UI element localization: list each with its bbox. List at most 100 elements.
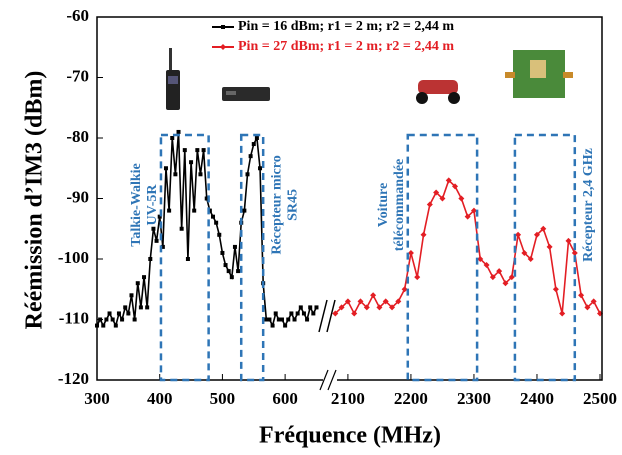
marker — [515, 231, 522, 238]
marker — [132, 317, 137, 322]
marker — [357, 298, 364, 305]
marker — [204, 196, 209, 201]
y-tick-label: -90 — [66, 187, 89, 206]
y-tick-label: -120 — [58, 369, 89, 388]
icon-board — [505, 50, 573, 98]
marker — [452, 183, 459, 190]
marker — [245, 172, 250, 177]
marker — [344, 298, 351, 305]
marker — [305, 317, 310, 322]
marker — [283, 323, 288, 328]
marker — [414, 274, 421, 281]
marker — [151, 226, 156, 231]
marker — [552, 286, 559, 293]
x-tick-label: 2200 — [394, 389, 428, 408]
marker — [433, 189, 440, 196]
marker — [426, 201, 433, 208]
marker — [338, 304, 345, 311]
marker — [382, 298, 389, 305]
marker — [157, 214, 162, 219]
marker — [176, 129, 181, 134]
marker — [458, 195, 465, 202]
annotation-label: Talkie-Walkie — [129, 163, 144, 247]
annotation-label: Récepteur 2,4 GHz — [581, 148, 596, 262]
x-tick-label: 400 — [147, 389, 173, 408]
marker — [101, 323, 106, 328]
marker — [220, 250, 225, 255]
marker — [445, 177, 452, 184]
marker — [145, 305, 150, 310]
marker — [546, 243, 553, 250]
marker — [464, 213, 471, 220]
marker — [142, 275, 147, 280]
marker — [267, 317, 272, 322]
marker — [223, 263, 228, 268]
annotation-label: UV-5R — [145, 184, 160, 226]
marker — [254, 136, 259, 140]
marker — [167, 208, 172, 213]
annotation-label: télécommandée — [392, 159, 407, 252]
marker — [578, 292, 585, 299]
marker — [439, 195, 446, 202]
legend-label: Pin = 27 dBm; r1 = 2 m; r2 = 2,44 m — [238, 39, 454, 54]
marker — [565, 237, 572, 244]
icon-walkie — [166, 48, 180, 110]
marker — [170, 136, 175, 140]
marker — [123, 305, 128, 310]
marker — [236, 269, 241, 274]
marker — [508, 274, 515, 281]
marker — [129, 293, 134, 298]
marker — [104, 317, 109, 322]
marker — [126, 311, 131, 316]
marker — [559, 310, 566, 317]
marker — [370, 292, 377, 299]
marker — [185, 257, 190, 261]
marker — [113, 323, 118, 328]
annotation-box — [159, 133, 210, 382]
y-tick-label: -60 — [66, 6, 89, 25]
y-tick-label: -110 — [59, 308, 89, 327]
marker — [470, 207, 477, 214]
annotation-box — [513, 133, 577, 382]
y-tick-label: -70 — [66, 66, 89, 85]
marker — [217, 232, 222, 237]
marker — [107, 311, 112, 316]
marker — [502, 280, 509, 287]
marker — [242, 208, 247, 213]
marker — [148, 257, 153, 261]
x-axis-title: Fréquence (MHz) — [259, 423, 441, 449]
x-tick-label: 2300 — [457, 389, 491, 408]
marker — [540, 225, 547, 232]
x-tick-label: 600 — [272, 389, 298, 408]
marker — [301, 311, 306, 316]
marker — [198, 172, 203, 177]
icon-car — [416, 80, 460, 104]
marker — [289, 311, 294, 316]
marker — [489, 274, 496, 281]
marker — [363, 304, 370, 311]
marker — [120, 317, 125, 322]
marker — [192, 208, 197, 213]
marker — [110, 317, 115, 322]
marker — [401, 286, 408, 293]
marker — [226, 269, 231, 274]
legend-marker — [221, 25, 225, 29]
marker — [295, 311, 300, 316]
marker — [407, 249, 414, 256]
marker — [154, 238, 159, 243]
x-tick-label: 300 — [84, 389, 110, 408]
marker — [173, 172, 178, 177]
annotation-label: SR45 — [285, 189, 300, 221]
legend-label: Pin = 16 dBm; r1 = 2 m; r2 = 2,44 m — [238, 19, 454, 34]
plot-frame — [96, 16, 603, 381]
marker — [332, 310, 339, 317]
x-tick-label: 2400 — [520, 389, 554, 408]
marker — [308, 305, 313, 310]
annotation-box — [239, 133, 265, 382]
legend-marker — [220, 44, 226, 50]
marker — [179, 226, 184, 231]
marker — [292, 317, 297, 322]
marker — [590, 298, 597, 305]
marker — [286, 317, 291, 322]
annotation-label: Voiture — [376, 183, 391, 227]
